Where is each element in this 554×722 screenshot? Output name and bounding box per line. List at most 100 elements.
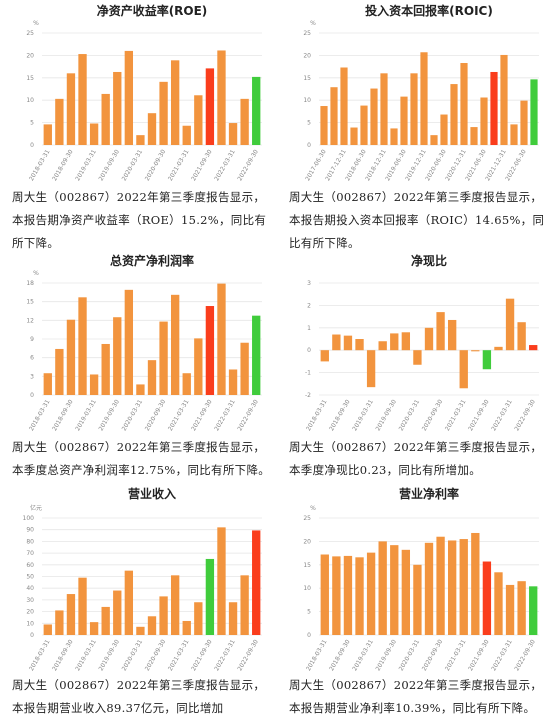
bar — [252, 315, 261, 395]
y-tick-label: 0 — [307, 142, 311, 149]
x-tick-label: 2020-03-31 — [398, 398, 422, 432]
bar — [380, 73, 388, 145]
bar — [170, 294, 180, 395]
x-tick-label: 2021-09-30 — [190, 638, 214, 672]
bar — [517, 581, 526, 635]
y-tick-label: 0 — [30, 632, 34, 639]
x-tick-label: 2022-09-30 — [513, 638, 537, 672]
y-tick-label: 20 — [26, 609, 34, 616]
x-tick-label: 2020-09-30 — [144, 398, 168, 432]
caption: 周大生（002867）2022年第三季度报告显示，本报告期净资产收益率（ROE）… — [12, 190, 267, 250]
bar — [217, 527, 226, 635]
y-tick-label: 5 — [307, 609, 311, 616]
bar — [471, 532, 480, 635]
bar — [390, 333, 399, 351]
bar — [43, 624, 52, 635]
x-tick-label: 2019-03-31 — [74, 638, 98, 672]
bar — [78, 577, 87, 635]
y-tick-label: 2 — [307, 302, 311, 309]
x-tick-label: 2021-03-31 — [167, 148, 191, 182]
x-tick-label: 2020-09-30 — [421, 638, 445, 672]
bar — [217, 50, 226, 145]
y-tick-label: 20 — [26, 52, 34, 59]
bar — [205, 306, 215, 395]
y-tick-label: 100 — [23, 515, 35, 522]
bar — [450, 84, 458, 145]
x-tick-label: 2018-03-31 — [28, 398, 52, 432]
bar — [447, 319, 457, 351]
y-tick-label: 25 — [303, 30, 311, 37]
bar — [360, 105, 368, 145]
x-tick-label: 2022-03-31 — [213, 398, 237, 432]
bar — [43, 373, 52, 395]
bar — [440, 114, 448, 145]
bar — [182, 373, 191, 395]
y-tick-label: 20 — [303, 538, 311, 545]
bar — [459, 539, 468, 635]
bar — [520, 100, 528, 145]
bar — [182, 620, 191, 635]
x-tick-label: 2019-09-30 — [97, 148, 121, 182]
bar — [66, 319, 76, 395]
caption: 周大生（002867）2022年第三季度报告显示，本季度总资产净利润率12.75… — [12, 440, 271, 477]
y-tick-label: 0 — [307, 347, 311, 354]
x-tick-label: 2022-09-30 — [236, 638, 260, 672]
y-tick-label: 25 — [26, 30, 34, 37]
bar — [482, 561, 492, 635]
bar — [366, 552, 376, 635]
y-tick-label: -2 — [305, 392, 311, 399]
bar — [500, 54, 508, 146]
bar — [240, 98, 249, 145]
bar — [89, 123, 99, 145]
x-tick-label: 2021-03-31 — [167, 398, 191, 432]
bar — [136, 626, 145, 635]
bar — [366, 350, 376, 388]
bar — [320, 554, 329, 635]
bar — [78, 297, 87, 395]
bar — [343, 335, 353, 351]
unit-label: % — [33, 270, 39, 277]
bar — [252, 530, 261, 635]
bar — [147, 113, 157, 145]
x-tick-label: 2019-03-31 — [74, 398, 98, 432]
bar — [510, 124, 518, 145]
bar — [101, 606, 110, 635]
x-tick-label: 2021-03-31 — [444, 398, 468, 432]
x-tick-label: 2022-09-30 — [236, 398, 260, 432]
chart-title: 总资产净利润率 — [110, 253, 194, 268]
y-tick-label: 15 — [26, 299, 34, 306]
bar — [390, 545, 399, 635]
bar — [124, 289, 134, 395]
bar — [124, 570, 134, 635]
x-tick-label: 2019-09-30 — [374, 398, 398, 432]
x-tick-label: 2018-03-31 — [305, 398, 329, 432]
bar — [430, 135, 438, 145]
x-tick-label: 2021-09-30 — [190, 398, 214, 432]
bar — [459, 350, 468, 389]
x-tick-label: 2018-09-30 — [51, 148, 75, 182]
bar — [66, 594, 76, 635]
y-tick-label: 25 — [303, 515, 311, 522]
x-tick-label: 2022-09-30 — [513, 398, 537, 432]
x-tick-label: 2021-09-30 — [467, 398, 491, 432]
y-tick-label: 0 — [307, 632, 311, 639]
x-tick-label: 2018-03-31 — [28, 148, 52, 182]
bar — [136, 384, 145, 395]
bar — [194, 95, 203, 145]
bar — [413, 350, 422, 365]
y-tick-label: 10 — [26, 97, 34, 104]
bar — [401, 549, 411, 635]
bar — [136, 135, 145, 145]
y-tick-label: 3 — [307, 280, 311, 287]
bar — [228, 369, 238, 395]
bar — [159, 81, 168, 145]
bar — [436, 312, 445, 351]
y-tick-label: 15 — [303, 562, 311, 569]
bar — [378, 341, 387, 351]
bar — [330, 87, 338, 145]
x-tick-label: 2019-09-30 — [374, 638, 398, 672]
bar — [170, 60, 180, 145]
chart-title: 净资产收益率(ROE) — [97, 3, 208, 18]
bar — [529, 345, 538, 351]
bar — [505, 584, 515, 635]
